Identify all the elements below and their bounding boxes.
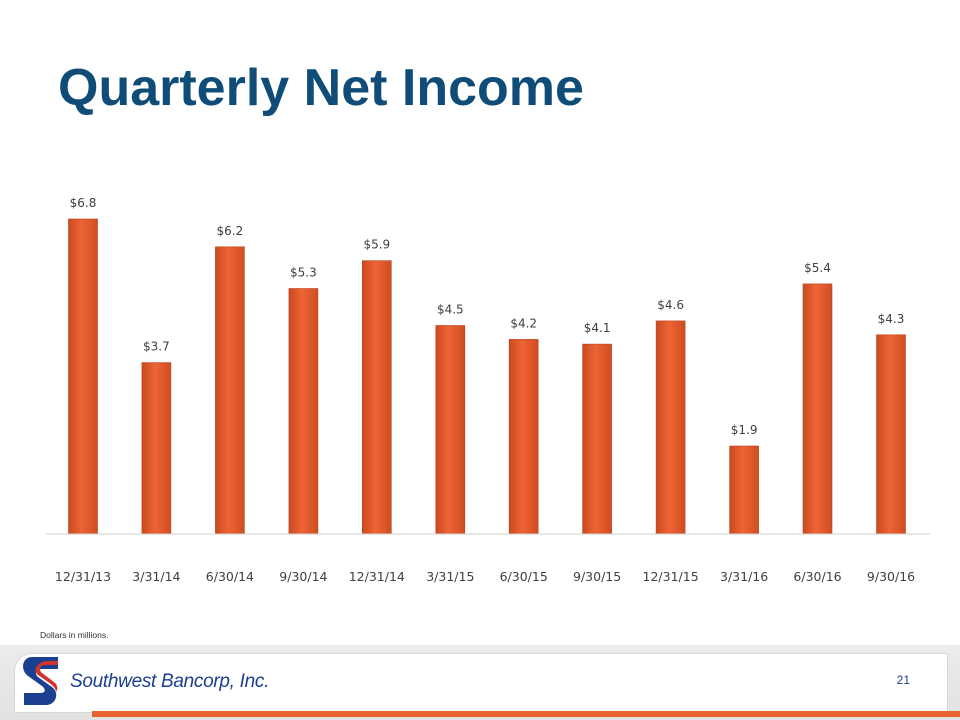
bar-3/31/14	[141, 362, 172, 535]
data-label: $4.1	[584, 321, 611, 335]
data-label: $1.9	[731, 423, 758, 437]
data-label: $6.2	[217, 224, 244, 238]
slide-title: Quarterly Net Income	[58, 59, 584, 117]
x-tick-label: 3/31/16	[720, 569, 768, 584]
x-tick-label: 9/30/16	[867, 569, 915, 584]
x-tick-label: 12/31/15	[643, 569, 699, 584]
data-label: $4.5	[437, 303, 464, 317]
bar-9/30/14	[288, 288, 319, 535]
bar-3/31/15	[435, 325, 466, 535]
footnote: Dollars in millions.	[40, 630, 109, 640]
bar-9/30/16	[876, 334, 906, 535]
data-label: $5.3	[290, 266, 317, 280]
x-tick-label: 12/31/13	[55, 569, 111, 584]
data-label: $4.3	[878, 312, 905, 326]
net-income-bar-chart: $6.8 12/31/13 $3.7 3/31/14 $6.2 6/30/14 $5.3 9/…	[46, 196, 930, 584]
bar-6/30/14	[215, 246, 245, 535]
x-tick-label: 6/30/14	[206, 569, 254, 584]
bar-12/31/13	[68, 218, 98, 535]
x-tick-label: 9/30/15	[573, 569, 621, 584]
x-tick-label: 12/31/14	[349, 569, 405, 584]
x-tick-label: 6/30/16	[793, 569, 841, 584]
data-label: $4.2	[510, 316, 537, 330]
bar-6/30/15	[508, 339, 539, 535]
bar-12/31/15	[655, 320, 686, 535]
bar-9/30/15	[582, 343, 612, 535]
data-label: $6.8	[70, 196, 97, 210]
bar-6/30/16	[802, 283, 833, 535]
data-label: $5.4	[804, 261, 831, 275]
x-tick-label: 9/30/14	[279, 569, 327, 584]
company-name: Southwest Bancorp, Inc.	[70, 671, 270, 692]
x-tick-label: 3/31/15	[426, 569, 474, 584]
footer-card	[14, 653, 948, 713]
bar-12/31/14	[361, 260, 392, 535]
footer-accent-stripe	[92, 711, 960, 717]
page-number: 21	[896, 673, 910, 687]
x-tick-label: 3/31/14	[132, 569, 180, 584]
x-tick-label: 6/30/15	[500, 569, 548, 584]
data-label: $4.6	[657, 298, 684, 312]
bar-3/31/16	[729, 445, 759, 535]
data-label: $3.7	[143, 340, 170, 354]
southwest-bancorp-logo-icon	[23, 657, 58, 705]
data-label: $5.9	[363, 238, 390, 252]
